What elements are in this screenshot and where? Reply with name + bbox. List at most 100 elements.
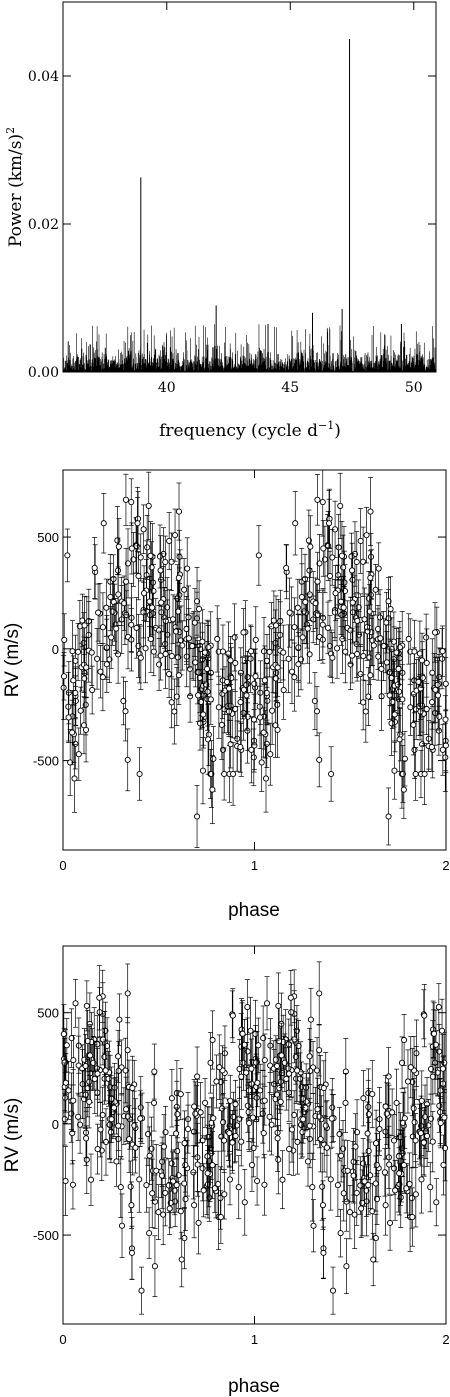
rv-point [340, 1190, 347, 1197]
rv-point [274, 664, 281, 671]
rv-point [83, 1002, 90, 1009]
rv-point [326, 572, 334, 580]
rv-point [304, 1158, 312, 1165]
rv-point [386, 1161, 393, 1168]
rv-point [110, 1104, 118, 1111]
rv-point [257, 714, 264, 721]
rv-point [304, 625, 311, 632]
rv-point [179, 642, 186, 649]
rv-point [138, 1287, 145, 1294]
rv-point [407, 1064, 414, 1071]
rv-point [286, 609, 293, 616]
rv-point [227, 657, 234, 664]
rv-point [141, 590, 148, 597]
rv-point [108, 634, 115, 641]
rv-point [357, 1182, 364, 1189]
rv-point [199, 1137, 206, 1144]
rv-point [295, 661, 302, 668]
rv-point [316, 990, 323, 997]
rv-point [427, 1184, 434, 1191]
rv-point [171, 1187, 178, 1194]
rv-point [324, 624, 331, 631]
rv-point [207, 1059, 214, 1066]
rv-point [342, 648, 349, 655]
rv-point [174, 654, 181, 661]
rv-point [396, 688, 403, 695]
rv-point [101, 1053, 108, 1060]
rv-point [81, 622, 88, 629]
rv-point [128, 1202, 135, 1209]
rv-point [352, 1143, 359, 1150]
rv-point [389, 1109, 396, 1116]
rv-point [302, 598, 309, 606]
rv-point [366, 654, 373, 661]
rv-point [177, 1091, 184, 1098]
rv-point [129, 1085, 136, 1092]
rv-point [361, 1178, 368, 1185]
rv-point [122, 1106, 130, 1113]
x-tick-label: 2 [442, 858, 449, 873]
x-tick-label: 0 [59, 858, 66, 873]
rv-point [288, 1126, 296, 1133]
rv-point [77, 1121, 84, 1128]
rv-point [435, 727, 442, 734]
rv-point [248, 648, 255, 655]
rv-point [194, 1161, 201, 1168]
rv-point [370, 642, 377, 649]
rv-point [240, 1059, 247, 1066]
rv-point [261, 1097, 268, 1104]
rv-point [328, 770, 335, 778]
rv-point [263, 1000, 271, 1007]
rv-point [193, 598, 201, 605]
rv-point [134, 520, 141, 527]
rv-point [238, 1073, 245, 1080]
rv-point [343, 1263, 350, 1270]
y-tick-label: 0.00 [28, 365, 59, 381]
rv-panel-bottom: 0 1 2 -500 0 500 phase RV (m/s) [2, 945, 450, 1397]
rv-point [441, 1114, 448, 1121]
rv-point [210, 755, 217, 762]
rv-point [122, 496, 129, 503]
rv-point [307, 1016, 314, 1023]
rv-point [200, 1187, 207, 1194]
rv-point [251, 680, 258, 687]
periodogram-noise [62, 324, 437, 372]
rv-point [166, 670, 173, 678]
rv-point [367, 508, 374, 515]
rv-point [166, 1205, 173, 1212]
rv-point [406, 1181, 413, 1188]
rv-point [174, 1111, 181, 1118]
rv-point [102, 1067, 109, 1074]
rv-point [306, 1053, 313, 1060]
y-tick-label: 0.04 [28, 69, 59, 85]
rv-point [191, 1103, 198, 1110]
y-tick-label: 0 [52, 642, 59, 657]
rv-point [245, 1109, 252, 1116]
rv-point [334, 645, 341, 652]
rv-point [209, 1162, 216, 1169]
rv-point [410, 1105, 417, 1112]
rv-point [412, 770, 419, 778]
rv-point [296, 1075, 304, 1082]
rv-point [240, 686, 247, 693]
rv-point [274, 1062, 281, 1070]
rv-point [146, 1152, 153, 1159]
rv-point [230, 770, 237, 778]
rv-point [226, 685, 233, 692]
rv-point [192, 1110, 199, 1117]
rv-point [252, 636, 259, 643]
rv-point [319, 1202, 327, 1209]
rv-point [432, 686, 439, 693]
rv-point [140, 609, 147, 616]
rv-point [373, 1161, 380, 1168]
rv-point [137, 654, 144, 661]
rv-point [70, 677, 77, 684]
rv-point [62, 1079, 69, 1086]
rv-point [250, 716, 258, 723]
rv-point [79, 617, 86, 624]
rv-point [388, 720, 395, 727]
rv-point [442, 680, 449, 687]
rv-point [360, 653, 367, 660]
rv-point [375, 565, 382, 572]
rv-point [272, 1056, 279, 1063]
